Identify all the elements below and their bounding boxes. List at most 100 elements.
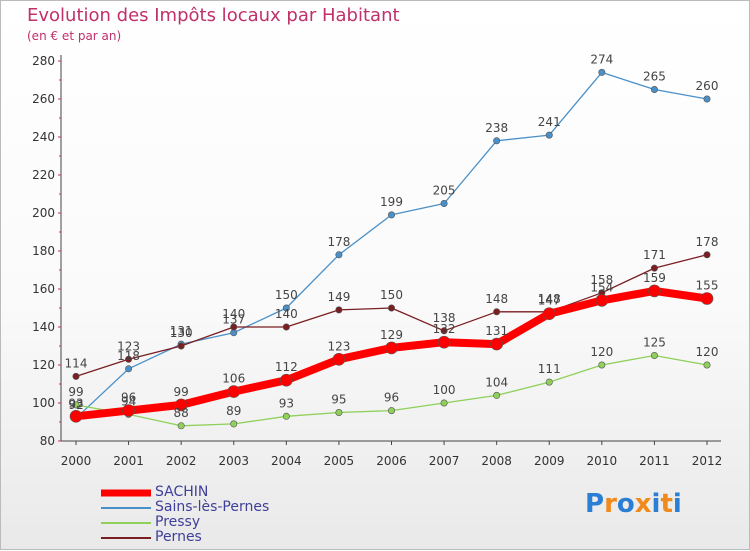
data-label: 123 xyxy=(327,339,350,353)
data-label: 205 xyxy=(433,184,456,198)
legend-label: Pressy xyxy=(155,514,201,530)
data-point xyxy=(282,323,290,331)
legend-label: SACHIN xyxy=(155,484,209,500)
legend-label: Pernes xyxy=(155,529,202,545)
logo-letter: i xyxy=(672,489,682,519)
data-label: 130 xyxy=(170,326,193,340)
data-point xyxy=(230,420,238,428)
data-label: 140 xyxy=(222,307,245,321)
data-label: 154 xyxy=(590,280,613,294)
data-label: 123 xyxy=(117,339,140,353)
logo-letter: o xyxy=(616,489,635,519)
x-tick-label: 2000 xyxy=(61,454,92,468)
data-point xyxy=(335,306,343,314)
data-point xyxy=(437,335,451,349)
series-line-1 xyxy=(75,71,708,419)
data-point xyxy=(230,323,238,331)
data-label: 150 xyxy=(275,288,298,302)
data-label: 148 xyxy=(485,292,508,306)
data-point xyxy=(387,304,395,312)
data-point xyxy=(280,373,293,387)
data-point xyxy=(335,408,343,416)
chart-title: Evolution des Impôts locaux par Habitant xyxy=(27,5,400,26)
data-point xyxy=(72,401,80,409)
data-label: 138 xyxy=(433,311,456,325)
x-tick-label: 2009 xyxy=(534,454,565,468)
y-tick-label: 200 xyxy=(32,206,55,220)
chart-subtitle: (en € et par an) xyxy=(27,29,122,43)
data-point xyxy=(177,422,185,430)
data-point xyxy=(703,251,711,259)
data-label: 118 xyxy=(117,349,140,363)
proxiti-logo: Proxiti xyxy=(585,489,682,519)
x-tick-label: 2005 xyxy=(324,454,355,468)
y-tick-label: 240 xyxy=(32,130,55,144)
data-label: 104 xyxy=(485,375,508,389)
data-point xyxy=(598,361,606,369)
data-label: 137 xyxy=(222,313,245,327)
data-point xyxy=(598,68,606,76)
data-label: 158 xyxy=(590,273,613,287)
data-label: 131 xyxy=(170,324,193,338)
data-point xyxy=(122,404,135,417)
data-label: 199 xyxy=(380,195,403,209)
x-tick-label: 2003 xyxy=(218,454,249,468)
x-tick-label: 2002 xyxy=(166,454,197,468)
data-label: 147 xyxy=(538,294,561,308)
y-tick-label: 220 xyxy=(32,168,55,182)
y-tick-label: 180 xyxy=(32,244,55,258)
data-label: 171 xyxy=(643,248,666,262)
data-label: 178 xyxy=(327,235,350,249)
data-label: 95 xyxy=(331,393,346,407)
x-tick-label: 2012 xyxy=(692,454,723,468)
data-point xyxy=(385,341,398,355)
x-tick-label: 2006 xyxy=(376,454,407,468)
legend-swatch xyxy=(101,506,151,509)
data-label: 150 xyxy=(380,288,403,302)
logo-letter: r xyxy=(604,489,617,519)
data-point xyxy=(177,342,185,350)
data-label: 94 xyxy=(121,394,136,408)
data-point xyxy=(282,304,290,312)
data-label: 120 xyxy=(696,345,719,359)
legend-label: Sains-lès-Pernes xyxy=(155,499,270,515)
data-point xyxy=(650,86,658,94)
y-tick-label: 140 xyxy=(32,320,55,334)
data-label: 238 xyxy=(485,121,508,135)
y-tick-label: 160 xyxy=(32,282,55,296)
data-label: 89 xyxy=(226,404,241,418)
data-point xyxy=(69,409,83,423)
data-label: 88 xyxy=(174,406,189,420)
data-point xyxy=(545,131,553,139)
data-point xyxy=(595,294,609,307)
data-point xyxy=(650,351,658,359)
data-label: 111 xyxy=(538,362,561,376)
logo-letter: t xyxy=(660,489,673,519)
data-label: 99 xyxy=(174,385,189,399)
data-point xyxy=(125,365,133,373)
data-point xyxy=(440,327,448,335)
data-label: 148 xyxy=(538,292,561,306)
data-point xyxy=(440,399,448,407)
data-point xyxy=(703,95,711,103)
data-label: 93 xyxy=(279,396,294,410)
data-label: 159 xyxy=(643,271,666,285)
data-label: 96 xyxy=(384,391,399,405)
data-point xyxy=(387,407,395,415)
data-label: 99 xyxy=(68,385,83,399)
logo-letter: x xyxy=(634,489,652,519)
plot-area xyxy=(61,55,721,441)
data-point xyxy=(72,372,80,380)
data-label: 114 xyxy=(65,356,88,370)
data-label: 274 xyxy=(590,52,613,66)
data-label: 131 xyxy=(485,324,508,338)
data-label: 129 xyxy=(380,328,403,342)
data-point xyxy=(545,378,553,386)
y-tick-label: 280 xyxy=(32,54,55,68)
data-label: 178 xyxy=(696,235,719,249)
data-point xyxy=(332,352,346,366)
data-point xyxy=(227,385,241,398)
data-point xyxy=(493,308,501,316)
